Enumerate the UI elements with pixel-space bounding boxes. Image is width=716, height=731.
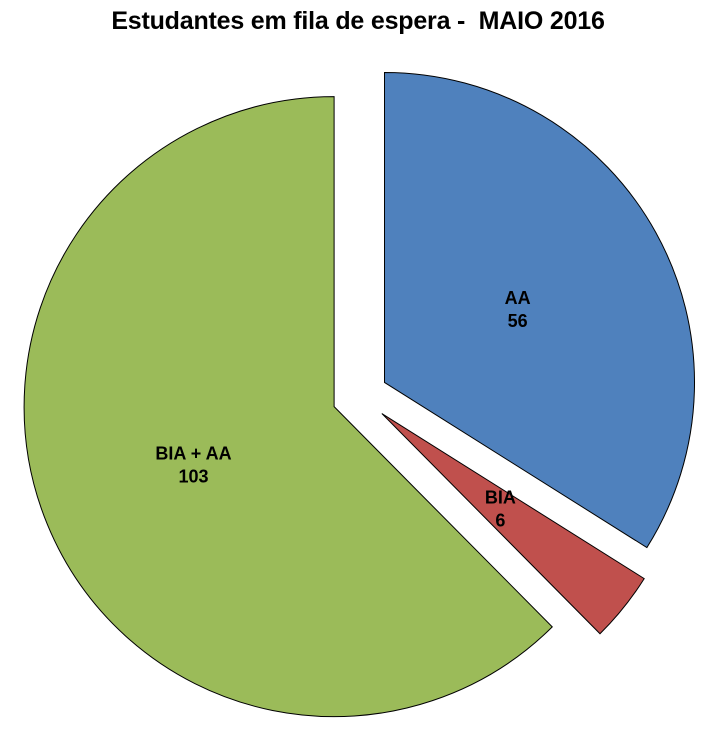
slice-label-name: BIA	[485, 488, 516, 508]
slice-label-value: 103	[178, 467, 208, 487]
pie-slice-bia-aa[interactable]	[23, 96, 553, 718]
slice-label-name: BIA + AA	[155, 444, 231, 464]
slice-label-name: AA	[505, 288, 531, 308]
slice-label-aa: AA 56	[505, 288, 531, 331]
pie-slice-aa[interactable]	[384, 71, 696, 549]
slice-label-bia: BIA 6	[485, 488, 516, 531]
slice-label-value: 6	[495, 511, 505, 531]
pie-slice-bia[interactable]	[381, 413, 645, 635]
slice-label-value: 56	[508, 311, 528, 331]
chart-title: Estudantes em fila de espera - MAIO 2016	[111, 7, 605, 35]
slice-label-bia-aa: BIA + AA 103	[155, 444, 231, 487]
